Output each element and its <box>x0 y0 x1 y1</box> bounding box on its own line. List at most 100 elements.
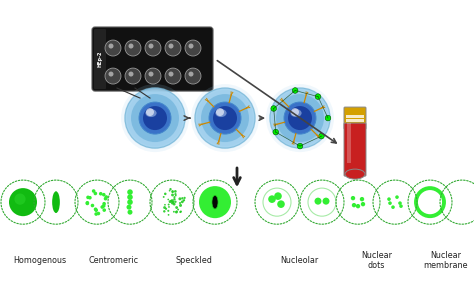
Circle shape <box>128 72 134 77</box>
Circle shape <box>125 88 185 148</box>
Circle shape <box>175 206 178 209</box>
Text: Centromeric: Centromeric <box>89 256 138 265</box>
Circle shape <box>128 210 133 215</box>
Circle shape <box>92 189 95 193</box>
Circle shape <box>145 68 161 84</box>
Circle shape <box>213 106 237 130</box>
Circle shape <box>175 195 177 197</box>
Circle shape <box>163 196 164 198</box>
Circle shape <box>127 189 133 195</box>
Circle shape <box>189 43 193 49</box>
Circle shape <box>99 192 102 195</box>
Circle shape <box>165 68 181 84</box>
Circle shape <box>94 207 97 211</box>
Circle shape <box>209 102 241 134</box>
FancyBboxPatch shape <box>92 27 213 91</box>
Circle shape <box>167 199 169 200</box>
Circle shape <box>216 108 224 116</box>
Circle shape <box>172 191 173 193</box>
Circle shape <box>169 200 172 203</box>
Circle shape <box>125 40 141 56</box>
Circle shape <box>171 193 174 197</box>
Circle shape <box>395 195 399 199</box>
Circle shape <box>163 206 166 209</box>
Circle shape <box>174 193 177 195</box>
Circle shape <box>288 106 312 130</box>
Circle shape <box>97 212 100 215</box>
Ellipse shape <box>215 109 227 117</box>
Circle shape <box>109 43 113 49</box>
Circle shape <box>173 203 175 206</box>
Circle shape <box>171 190 174 193</box>
Circle shape <box>173 211 175 213</box>
Circle shape <box>180 210 182 212</box>
Circle shape <box>183 197 186 199</box>
Circle shape <box>388 201 392 205</box>
Circle shape <box>94 212 98 216</box>
Circle shape <box>102 193 106 197</box>
Circle shape <box>145 40 161 56</box>
Circle shape <box>169 188 172 190</box>
Bar <box>346 115 364 118</box>
Circle shape <box>399 204 403 208</box>
Circle shape <box>175 211 178 214</box>
Circle shape <box>274 192 282 200</box>
Circle shape <box>168 214 169 216</box>
Circle shape <box>266 84 334 152</box>
Circle shape <box>125 68 141 84</box>
Text: Homogenous: Homogenous <box>13 256 66 265</box>
Circle shape <box>143 106 167 130</box>
FancyBboxPatch shape <box>344 123 366 176</box>
Circle shape <box>127 199 133 205</box>
Circle shape <box>182 200 184 202</box>
Circle shape <box>128 43 134 49</box>
Circle shape <box>131 94 179 142</box>
Circle shape <box>270 88 330 148</box>
Circle shape <box>398 201 402 205</box>
Circle shape <box>179 211 182 213</box>
Text: HEp-2: HEp-2 <box>98 51 102 67</box>
Circle shape <box>352 203 356 207</box>
Circle shape <box>189 72 193 77</box>
Circle shape <box>105 68 121 84</box>
Circle shape <box>88 196 91 200</box>
Circle shape <box>319 133 324 139</box>
Circle shape <box>168 204 170 206</box>
Ellipse shape <box>212 195 218 209</box>
Circle shape <box>86 201 89 204</box>
Text: Speckled: Speckled <box>175 256 212 265</box>
Circle shape <box>146 108 154 116</box>
FancyBboxPatch shape <box>344 107 366 129</box>
Circle shape <box>165 208 167 210</box>
Circle shape <box>181 197 183 200</box>
Circle shape <box>102 202 106 206</box>
Circle shape <box>165 40 181 56</box>
Circle shape <box>14 193 26 205</box>
Circle shape <box>102 208 106 212</box>
Circle shape <box>105 195 108 199</box>
Circle shape <box>139 102 171 134</box>
Circle shape <box>109 72 113 77</box>
Circle shape <box>356 204 360 208</box>
Circle shape <box>197 90 253 146</box>
Circle shape <box>174 201 177 203</box>
Circle shape <box>325 115 331 121</box>
Circle shape <box>86 196 90 199</box>
Circle shape <box>391 205 395 209</box>
Circle shape <box>121 84 189 152</box>
Ellipse shape <box>52 191 60 213</box>
Circle shape <box>284 102 316 134</box>
Circle shape <box>315 198 321 205</box>
Circle shape <box>100 205 104 209</box>
Circle shape <box>195 88 255 148</box>
Circle shape <box>163 210 165 212</box>
Circle shape <box>179 204 182 207</box>
Ellipse shape <box>345 169 365 179</box>
Ellipse shape <box>146 109 156 117</box>
Circle shape <box>273 129 279 135</box>
Circle shape <box>127 194 133 200</box>
Circle shape <box>93 192 97 195</box>
Circle shape <box>185 40 201 56</box>
Circle shape <box>268 195 276 203</box>
Ellipse shape <box>291 109 301 117</box>
